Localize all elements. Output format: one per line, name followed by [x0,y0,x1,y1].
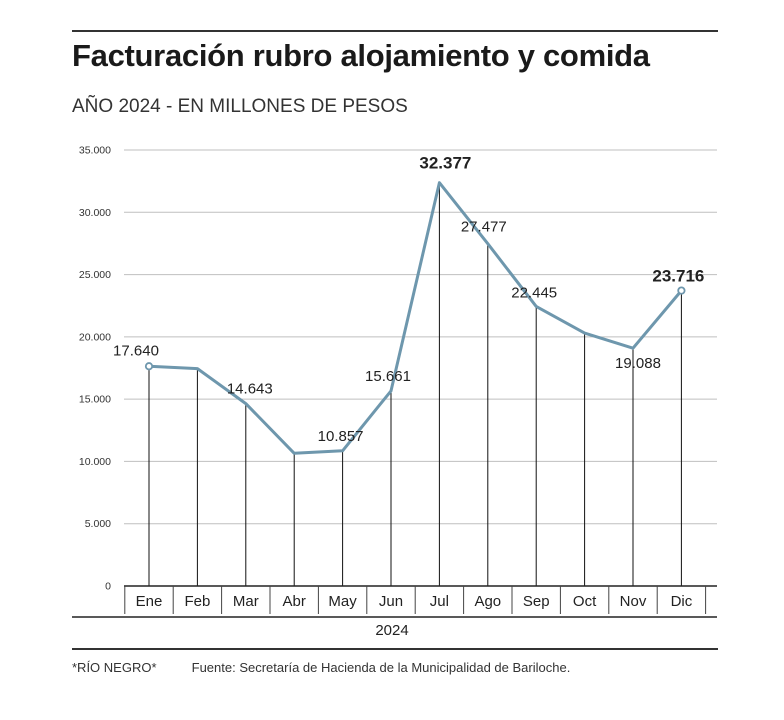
x-tick-label-mar: Mar [233,593,259,610]
x-tick-label-jul: Jul [430,593,449,610]
source-text: Fuente: Secretaría de Hacienda de la Mun… [191,660,571,675]
gridlines [124,149,717,525]
point-markers [144,286,686,371]
x-tick-label-oct: Oct [573,593,597,610]
chart-subtitle: AÑO 2024 - EN MILLONES DE PESOS [72,96,408,117]
x-axis [72,585,717,618]
title-rule [72,30,718,32]
chart-title: Facturación rubro alojamiento y comida [72,38,650,73]
x-tick-label-nov: Nov [620,593,647,610]
series-line [147,181,683,455]
y-tick-label-15000: 15.000 [79,394,111,406]
drop-lines [148,182,682,586]
y-tick-label-25000: 25.000 [79,269,111,281]
y-tick-label-20000: 20.000 [79,331,111,343]
data-label-jun: 15.661 [365,368,411,385]
data-label-nov: 19.088 [615,355,661,372]
data-label-may: 10.857 [318,428,364,445]
footer-rule [72,648,718,650]
y-tick-label-10000: 10.000 [79,456,111,468]
x-tick-label-dic: Dic [671,593,693,610]
x-tick-label-feb: Feb [184,593,210,610]
x-tick-label-ago: Ago [474,593,501,610]
data-label-jul: 32.377 [419,154,471,173]
point-marker-dic [677,286,686,295]
x-tick-label-jun: Jun [379,593,403,610]
data-label-mar: 14.643 [227,381,273,398]
data-label-ene: 17.640 [113,342,159,359]
series-line-path [147,181,683,455]
line-chart: 0 5.000 10.000 15.000 20.000 25.000 30.000 35.0… [72,145,717,639]
x-tick-label-may: May [328,593,357,610]
x-axis-tick-labels: Ene Feb Mar Abr May Jun Jul Ago Sep Oct Nov Dic [136,593,693,610]
point-marker-ene [144,362,154,371]
data-label-ago: 27.477 [461,219,507,236]
x-tick-label-ene: Ene [136,593,163,610]
x-axis-label: 2024 [375,622,408,639]
y-tick-label-5000: 5.000 [85,518,111,530]
data-label-dic: 23.716 [652,267,704,286]
x-tick-label-sep: Sep [523,593,550,610]
y-tick-label-30000: 30.000 [79,207,111,219]
data-label-sep: 22.445 [511,284,557,301]
chart-footer: *RÍO NEGRO* Fuente: Secretaría de Hacien… [72,660,570,675]
data-labels: 17.640 14.643 10.857 15.661 32.377 27.477 22.4… [113,154,704,445]
y-axis-tick-labels: 0 5.000 10.000 15.000 20.000 25.000 30.000 35.0… [79,145,111,593]
x-tick-label-abr: Abr [283,593,306,610]
y-tick-label-0: 0 [105,581,111,593]
y-tick-label-35000: 35.000 [79,145,111,157]
credit-text: *RÍO NEGRO* [72,660,157,675]
